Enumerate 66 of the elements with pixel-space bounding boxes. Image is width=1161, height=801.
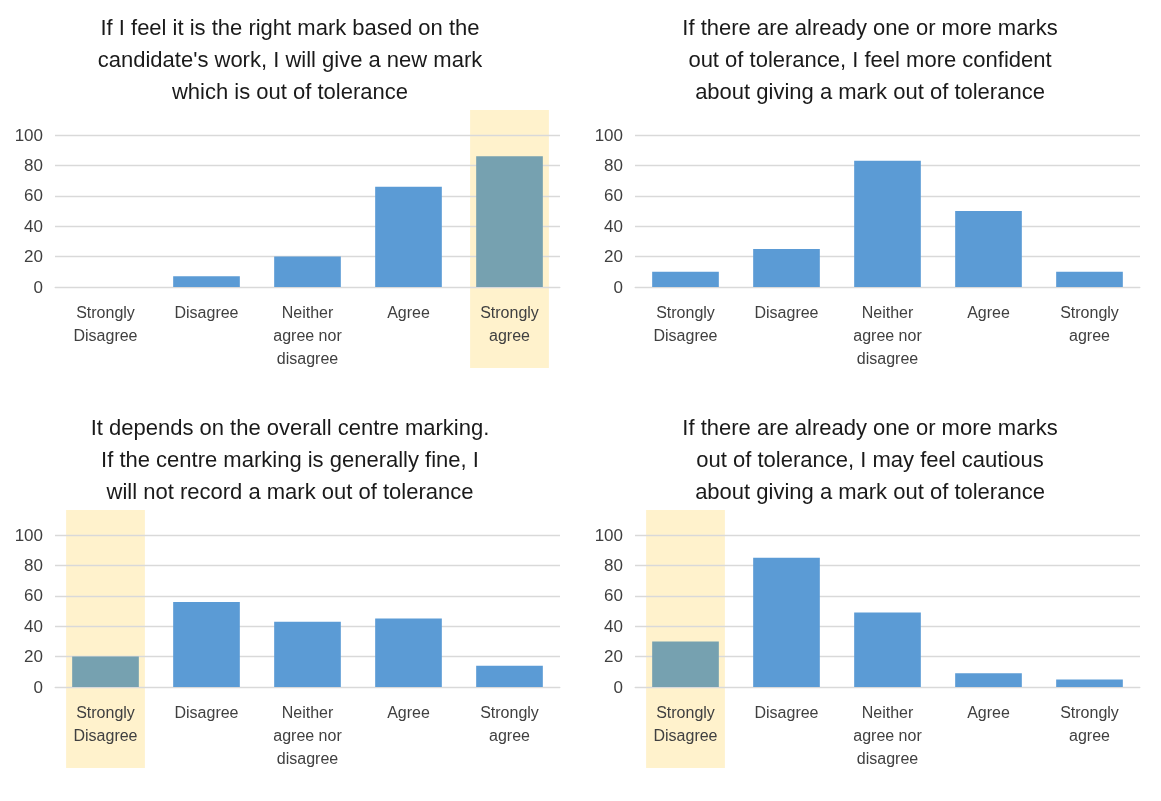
x-tick-label: Strongly Disagree bbox=[653, 704, 718, 744]
y-tick-label: 100 bbox=[14, 125, 43, 145]
y-tick-label: 20 bbox=[24, 247, 43, 267]
y-tick-label: 80 bbox=[24, 155, 43, 175]
bar bbox=[1056, 679, 1123, 687]
x-tick-label: Agree bbox=[967, 304, 1010, 321]
bar bbox=[375, 186, 442, 287]
y-tick-label: 20 bbox=[604, 647, 623, 667]
bar bbox=[652, 641, 719, 687]
bar bbox=[955, 211, 1022, 287]
bar bbox=[854, 160, 921, 287]
chart-title: If there are already one or more marks out of tolerance, I feel more confident about giving a mark out of tolerance bbox=[682, 14, 1058, 104]
x-tick-label: Disagree bbox=[174, 704, 239, 721]
bar bbox=[652, 271, 719, 287]
x-tick-label: Neither agree nor disagree bbox=[853, 304, 923, 367]
y-tick-label: 80 bbox=[604, 555, 623, 575]
y-tick-label: 100 bbox=[14, 525, 43, 545]
x-tick-label: Agree bbox=[967, 704, 1010, 721]
bar bbox=[753, 249, 820, 287]
x-tick-label: Neither agree nor disagree bbox=[273, 304, 343, 367]
x-tick-label: Disagree bbox=[754, 304, 819, 321]
bar bbox=[274, 256, 341, 287]
bar bbox=[173, 276, 240, 287]
chart-title: If there are already one or more marks out of tolerance, I may feel cautious about giving a mark out of tolerance bbox=[682, 414, 1058, 504]
y-tick-label: 0 bbox=[613, 277, 623, 297]
y-tick-label: 20 bbox=[604, 247, 623, 267]
y-tick-label: 100 bbox=[594, 525, 623, 545]
x-tick-label: Strongly agree bbox=[480, 704, 539, 744]
x-tick-label: Strongly agree bbox=[1060, 704, 1119, 744]
chart-title: If I feel it is the right mark based on the candidate's work, I will give a new mark which is out of tolerance bbox=[97, 14, 484, 104]
y-tick-label: 80 bbox=[604, 155, 623, 175]
x-tick-label: Agree bbox=[387, 304, 430, 321]
y-tick-label: 60 bbox=[24, 186, 43, 206]
x-tick-label: Strongly Disagree bbox=[73, 304, 138, 344]
y-tick-label: 40 bbox=[24, 216, 43, 236]
y-tick-label: 0 bbox=[33, 277, 43, 297]
bar bbox=[753, 557, 820, 687]
x-tick-label: Strongly agree bbox=[480, 304, 539, 344]
x-tick-label: Neither agree nor disagree bbox=[273, 704, 343, 767]
x-tick-label: Disagree bbox=[174, 304, 239, 321]
y-tick-label: 40 bbox=[604, 616, 623, 636]
bar bbox=[173, 601, 240, 687]
x-tick-label: Agree bbox=[387, 704, 430, 721]
bar bbox=[375, 618, 442, 687]
x-tick-label: Disagree bbox=[754, 704, 819, 721]
y-tick-label: 60 bbox=[604, 186, 623, 206]
x-tick-label: Strongly Disagree bbox=[73, 704, 138, 744]
chart-title: It depends on the overall centre marking. If the centre marking is generally fine, I will not record a mark out of tolerance bbox=[90, 414, 490, 504]
bar bbox=[854, 612, 921, 687]
y-tick-label: 100 bbox=[594, 125, 623, 145]
bar bbox=[1056, 271, 1123, 287]
bar bbox=[955, 673, 1022, 687]
y-tick-label: 60 bbox=[604, 586, 623, 606]
x-tick-label: Neither agree nor disagree bbox=[853, 704, 923, 767]
x-tick-label: Strongly agree bbox=[1060, 304, 1119, 344]
y-tick-label: 0 bbox=[613, 677, 623, 697]
y-tick-label: 0 bbox=[33, 677, 43, 697]
y-tick-label: 20 bbox=[24, 647, 43, 667]
x-tick-label: Strongly Disagree bbox=[653, 304, 718, 344]
y-tick-label: 60 bbox=[24, 586, 43, 606]
bar bbox=[476, 665, 543, 687]
y-tick-label: 40 bbox=[24, 616, 43, 636]
y-tick-label: 40 bbox=[604, 216, 623, 236]
y-tick-label: 80 bbox=[24, 555, 43, 575]
bar bbox=[274, 621, 341, 687]
bar bbox=[72, 656, 139, 687]
